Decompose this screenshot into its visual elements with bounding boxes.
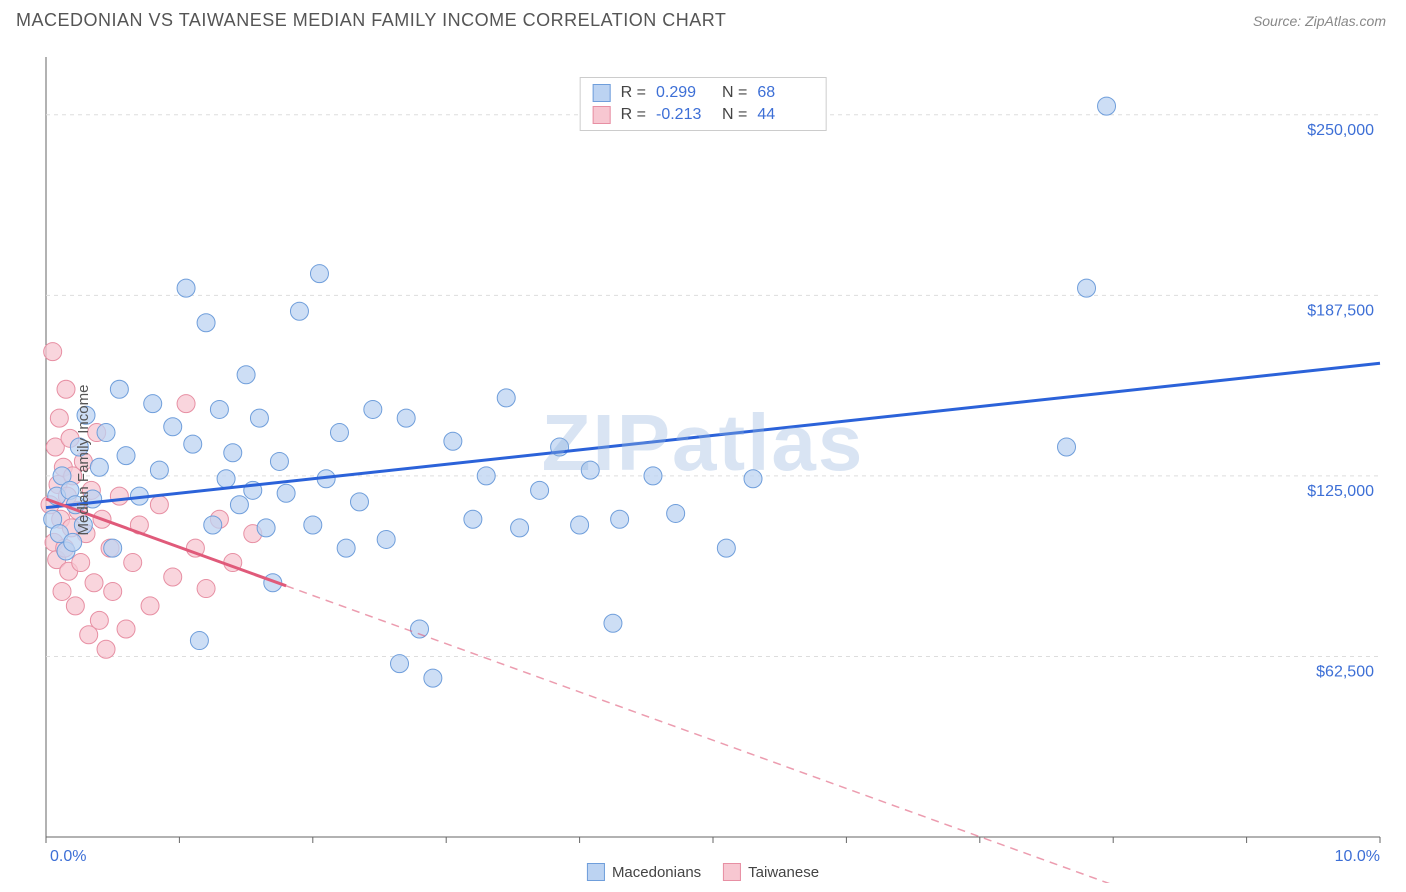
scatter-chart: $62,500 $125,000 $187,500 $250,000 0.0% 10.0% [0, 37, 1406, 883]
chart-container: Median Family Income ZIPatlas $62,500$12… [0, 37, 1406, 883]
svg-text:$62,500: $62,500 [1316, 663, 1374, 680]
svg-text:$187,500: $187,500 [1307, 302, 1374, 319]
n-value: 68 [757, 84, 813, 102]
legend-label: Macedonians [612, 864, 701, 881]
r-value: -0.213 [656, 106, 712, 124]
source-credit: Source: ZipAtlas.com [1253, 13, 1386, 29]
n-label: N = [722, 84, 747, 102]
svg-text:$250,000: $250,000 [1307, 122, 1374, 139]
legend-bottom: Macedonians Taiwanese [587, 863, 819, 881]
legend-item: Macedonians [587, 863, 701, 881]
svg-text:10.0%: 10.0% [1335, 848, 1380, 865]
y-axis-label: Median Family Income [75, 385, 92, 536]
r-label: R = [621, 84, 646, 102]
n-label: N = [722, 106, 747, 124]
legend-item: Taiwanese [723, 863, 819, 881]
page-title: MACEDONIAN VS TAIWANESE MEDIAN FAMILY IN… [16, 10, 726, 31]
stats-row: R = 0.299 N = 68 [593, 82, 814, 104]
r-label: R = [621, 106, 646, 124]
swatch-icon [587, 863, 605, 881]
r-value: 0.299 [656, 84, 712, 102]
swatch-icon [593, 84, 611, 102]
stats-row: R = -0.213 N = 44 [593, 104, 814, 126]
swatch-icon [723, 863, 741, 881]
legend-label: Taiwanese [748, 864, 819, 881]
stats-legend: R = 0.299 N = 68 R = -0.213 N = 44 [580, 77, 827, 131]
n-value: 44 [757, 106, 813, 124]
swatch-icon [593, 106, 611, 124]
svg-text:0.0%: 0.0% [50, 848, 86, 865]
svg-text:$125,000: $125,000 [1307, 483, 1374, 500]
